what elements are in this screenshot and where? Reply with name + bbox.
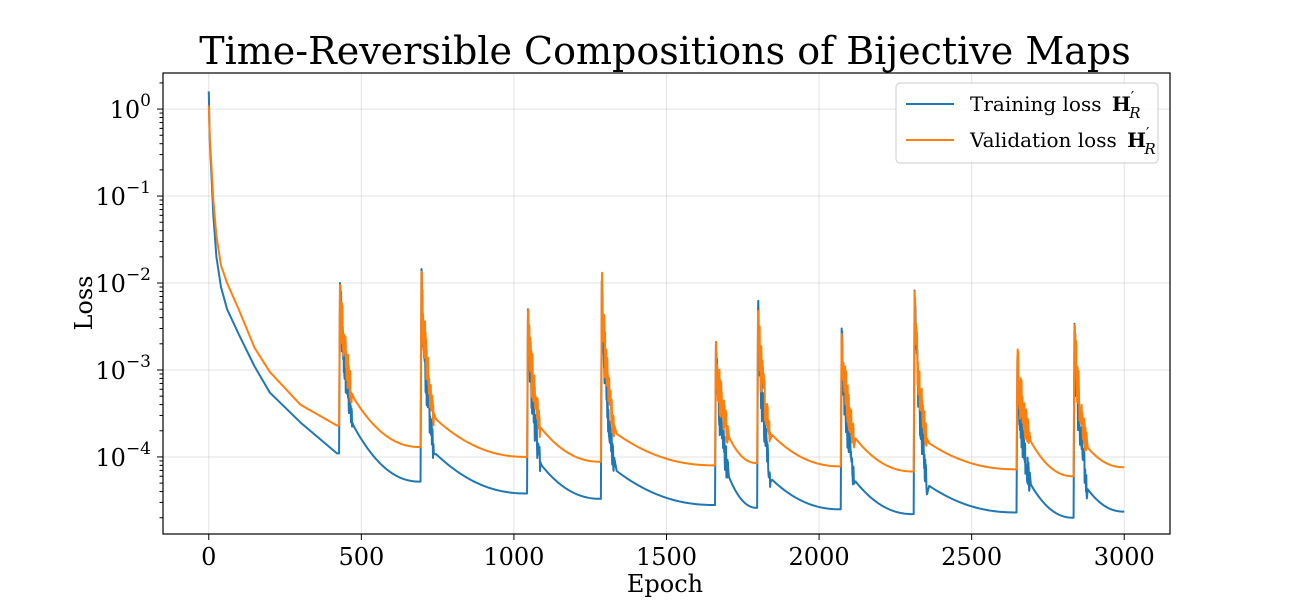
y-tick-label: 100 [110,91,151,124]
legend-label-symbol: H [1112,92,1131,116]
legend-label-prime: ′ [1146,124,1150,142]
x-tick-label: 0 [201,543,216,571]
legend-box [895,82,1159,164]
x-axis-label: Epoch [627,570,703,598]
legend-label-prime: ′ [1131,88,1135,106]
y-tick-exponent: −3 [126,352,151,372]
y-tick-label: 10−3 [95,352,151,385]
chart-title: Time-Reversible Compositions of Bijectiv… [199,29,1130,73]
x-tick-label: 3000 [1094,543,1155,571]
legend-label-symbol: H [1127,128,1146,152]
y-tick-base: 10 [95,270,126,298]
x-tick-label: 1500 [636,543,697,571]
y-tick-base: 10 [95,183,126,211]
legend-label-subscript: R [1143,140,1155,158]
x-tick-label: 2500 [941,543,1002,571]
x-tick-label: 2000 [789,543,850,571]
legend-label: Training loss H′ R [970,88,1140,122]
y-tick-exponent: −1 [126,178,151,198]
x-tick-label: 1000 [483,543,544,571]
y-tick-base: 10 [95,357,126,385]
series-line-training [207,91,1125,519]
legend-label-text: Training loss [970,92,1108,116]
y-axis-label: Loss [70,275,98,330]
legend-label-text: Validation loss [969,128,1123,152]
x-tick-label: 500 [338,543,384,571]
axis-ticks: 0 500 1000 1500 2000 2500 300010−410−310−210−1… [95,82,1155,571]
y-tick-label: 10−2 [95,265,151,298]
series-line-validation [207,105,1125,478]
y-tick-base: 10 [110,96,141,124]
series-lines [207,91,1125,519]
y-tick-label: 10−1 [95,178,151,211]
y-tick-exponent: 0 [140,91,151,111]
legend-label: Validation loss H′ R [969,124,1156,158]
legend-label-subscript: R [1128,104,1140,122]
y-tick-exponent: −2 [126,265,151,285]
y-tick-label: 10−4 [95,439,151,472]
y-tick-exponent: −4 [126,439,151,459]
y-tick-base: 10 [95,444,126,472]
